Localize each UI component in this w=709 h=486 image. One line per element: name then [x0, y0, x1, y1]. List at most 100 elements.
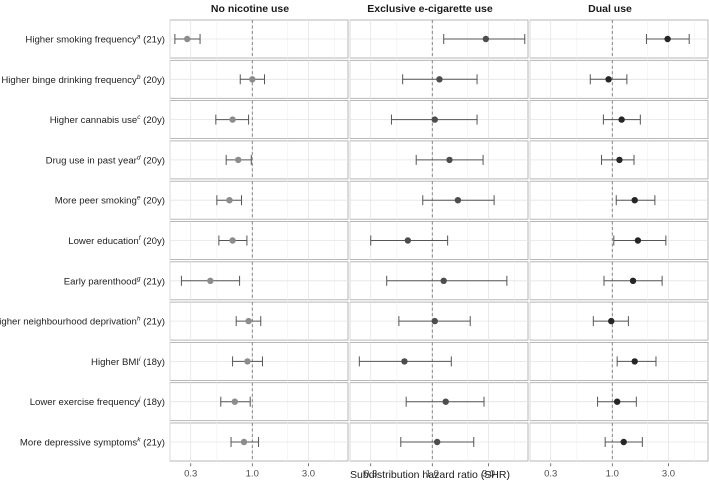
panel-cell: [349, 221, 529, 260]
x-tick-label: 0.3: [544, 468, 557, 479]
panel-cell: [169, 19, 349, 59]
point-estimate: [620, 438, 627, 446]
panel-cell: [169, 140, 349, 180]
panel-cell: [169, 59, 349, 99]
facet-title-no-nicotine: No nicotine use: [211, 3, 289, 15]
row-label-text: More depressive symptoms: [20, 438, 137, 449]
point-estimate: [436, 76, 443, 83]
panel-cell: [349, 341, 529, 381]
row-label-text: Higher binge drinking frequency: [1, 75, 137, 86]
row-label: Higher binge drinking frequencyb (20y): [1, 74, 165, 86]
row-label-text: Early parenthood: [64, 276, 137, 287]
point-estimate: [184, 35, 191, 43]
panel-cell: [349, 19, 529, 59]
row-label-age: (21y): [140, 35, 165, 46]
panel-cell: [349, 301, 529, 341]
point-estimate: [229, 116, 236, 123]
row-label-superscript: b: [137, 74, 141, 81]
panel-cell: [529, 341, 709, 381]
row-label-text: Higher smoking frequency: [25, 35, 137, 46]
panel-cell: [529, 19, 709, 59]
x-tick-labels: 0.3 1.0 3.0 0.3 1.0 3.0 0.3 1.0 3.0: [184, 463, 675, 479]
row-label-age: (21y): [140, 438, 165, 449]
point-estimate: [608, 317, 615, 325]
point-estimate: [240, 438, 248, 446]
panel-cell: [169, 180, 349, 220]
panel-cell: [349, 382, 529, 422]
panel-cell: [169, 100, 349, 139]
point-estimate: [244, 358, 251, 365]
point-estimate: [245, 317, 252, 325]
row-label-superscript: i: [139, 356, 141, 363]
row-label: More peer smokinge (20y): [55, 195, 165, 207]
point-estimate: [231, 398, 238, 405]
point-estimate: [433, 438, 441, 446]
point-estimate: [229, 237, 236, 244]
panel-cell: [169, 221, 349, 260]
row-label-age: (18y): [140, 397, 165, 408]
row-label-age: (20y): [140, 196, 165, 207]
row-label: Lower educationf (20y): [68, 235, 165, 247]
point-estimate: [454, 197, 462, 204]
panel-cell: [349, 180, 529, 220]
row-label-text: More peer smoking: [55, 196, 137, 207]
panel-cell: [529, 59, 709, 99]
point-estimate: [431, 116, 438, 123]
row-label-age: (20y): [140, 115, 165, 126]
point-estimate: [440, 277, 447, 284]
panel-cell: [529, 382, 709, 422]
panel-cell: [169, 422, 349, 462]
row-label: Higher neighbourhood deprivationh (21y): [0, 316, 165, 328]
x-tick-label: 0.3: [184, 468, 197, 479]
panel-cell: [529, 261, 709, 301]
row-label-text: Lower education: [68, 236, 138, 247]
row-label-age: (21y): [140, 317, 165, 328]
panel-cell: [349, 261, 529, 301]
panel-cell: [169, 382, 349, 422]
panel-cell: [529, 221, 709, 260]
row-label: Higher BMIi (18y): [91, 356, 165, 368]
x-tick-label: 3.0: [302, 468, 315, 479]
x-tick-label: 3.0: [482, 468, 495, 479]
point-estimate: [631, 358, 638, 365]
point-estimate: [235, 156, 242, 164]
facet-title-dual-use: Dual use: [588, 3, 632, 15]
row-label-age: (20y): [140, 236, 165, 247]
point-estimate: [404, 237, 412, 244]
panel-cell: [169, 341, 349, 381]
point-estimate: [442, 398, 449, 405]
row-label-superscript: h: [137, 316, 141, 323]
point-estimate: [664, 35, 671, 43]
point-estimate: [629, 277, 637, 284]
panels: [169, 19, 709, 462]
point-estimate: [249, 76, 256, 83]
point-estimate: [482, 35, 490, 43]
row-label: Higher cannabis usec (20y): [50, 114, 165, 126]
row-label-text: Lower exercise frequency: [30, 397, 140, 408]
row-label-superscript: f: [139, 235, 142, 242]
row-label-age: (18y): [140, 357, 165, 368]
panel-cell: [349, 100, 529, 139]
row-label-superscript: k: [137, 437, 141, 444]
panel-cell: [349, 59, 529, 99]
row-label-text: Drug use in past year: [46, 155, 138, 166]
row-label-age: (20y): [140, 155, 165, 166]
point-estimate: [616, 156, 623, 164]
row-label: Higher smoking frequencya (21y): [25, 34, 165, 46]
point-estimate: [226, 197, 233, 204]
row-label-superscript: d: [137, 154, 141, 161]
x-tick-label: 1.0: [606, 468, 619, 479]
panel-cell: [529, 100, 709, 139]
row-label: Early parenthoodg (21y): [64, 275, 165, 287]
row-label: More depressive symptomsk (21y): [20, 437, 165, 449]
x-axis-title: Subdistribution hazard ratio (SHR): [350, 469, 510, 481]
panel-cell: [349, 140, 529, 180]
point-estimate: [634, 237, 642, 244]
point-estimate: [613, 398, 621, 405]
row-label: Drug use in past yeard (20y): [46, 154, 165, 166]
point-estimate: [618, 116, 625, 123]
row-label-superscript: a: [137, 34, 141, 41]
x-tick-label: 1.0: [426, 468, 439, 479]
point-estimate: [446, 156, 453, 164]
